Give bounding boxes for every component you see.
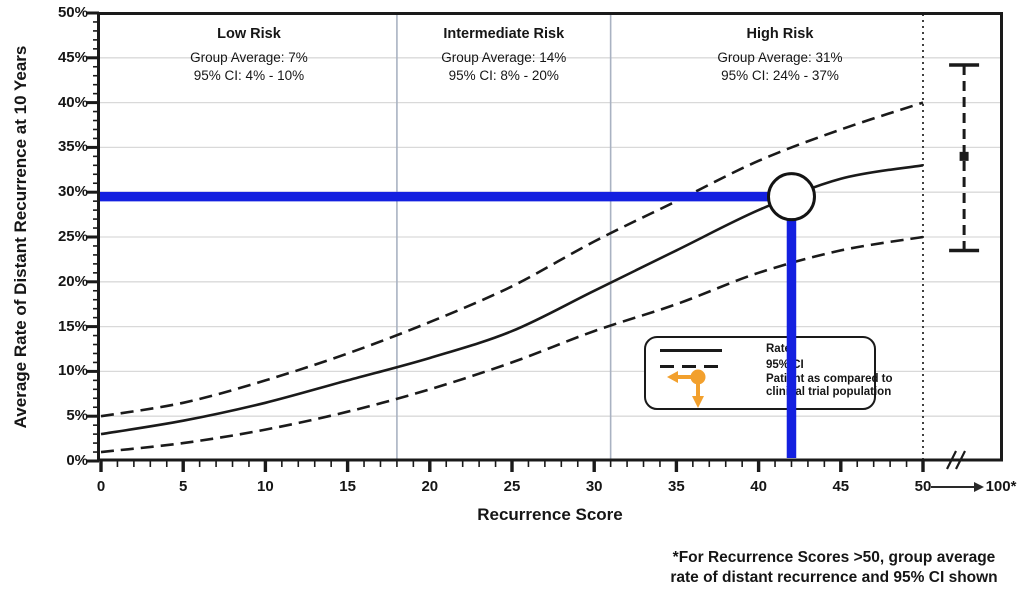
curve-95-ci-upper xyxy=(100,101,924,418)
patient-point-marker xyxy=(766,172,816,222)
legend-patient-label: Patient as compared to clinical trial po… xyxy=(766,373,893,399)
legend-ci-line-sample xyxy=(660,365,722,368)
patient-marker-icon xyxy=(667,369,706,408)
legend-patient-label-line1: Patient as compared to xyxy=(766,373,893,385)
axis-ticks xyxy=(86,11,925,472)
legend-rate-line-sample xyxy=(660,349,722,352)
axis-break-and-arrow xyxy=(931,450,984,492)
patient-crosshair xyxy=(100,172,816,458)
curve-95-ci-lower xyxy=(100,235,924,454)
legend-box: Rate 95% CI Patient as compared to clini… xyxy=(644,336,893,410)
legend-rate-label: Rate xyxy=(766,343,791,355)
legend-patient-label-line2: clinical trial population xyxy=(766,386,892,398)
over-50-error-bar xyxy=(949,63,980,253)
arrow-head xyxy=(974,482,984,492)
risk-zone-dividers xyxy=(396,14,924,459)
over-50-average-marker xyxy=(959,151,969,161)
